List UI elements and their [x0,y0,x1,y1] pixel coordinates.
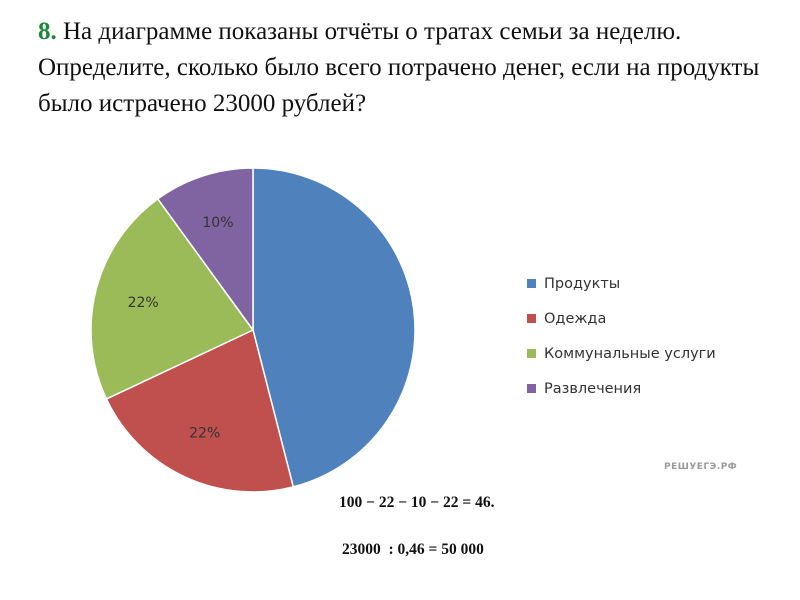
pie-slice-0 [252,167,416,488]
legend-label: Коммунальные услуги [544,345,716,362]
watermark: РЕШУЕГЭ.РФ [664,462,738,472]
legend-item-0: Продукты [527,266,716,301]
pie-slice-2 [90,197,255,400]
pie-data-label-2: 22% [128,295,159,311]
question-number: 8. [38,18,57,45]
legend-swatch [527,349,536,358]
pie-data-label-1: 22% [189,426,220,442]
pie-data-label-3: 10% [202,215,233,231]
legend-swatch [527,384,536,393]
question-text: 8. На диаграмме показаны отчёты о тратах… [38,14,778,122]
solution-line-1: 100 − 22 − 10 − 22 = 46. [339,494,495,511]
pie-slice-1 [105,328,295,493]
legend-swatch [527,279,536,288]
legend-label: Продукты [544,275,621,292]
legend-label: Развлечения [544,380,642,397]
legend-swatch [527,314,536,323]
legend-item-3: Развлечения [527,371,716,406]
legend-item-2: Коммунальные услуги [527,336,716,371]
chart-legend: Продукты Одежда Коммунальные услуги Развлеч… [527,266,716,406]
question-body: На диаграмме показаны отчёты о тратах се… [38,18,760,117]
pie-slice-3 [156,167,254,333]
legend-item-1: Одежда [527,301,716,336]
legend-label: Одежда [544,310,607,327]
solution-line-2: 23000 : 0,46 = 50 000 [342,541,484,558]
